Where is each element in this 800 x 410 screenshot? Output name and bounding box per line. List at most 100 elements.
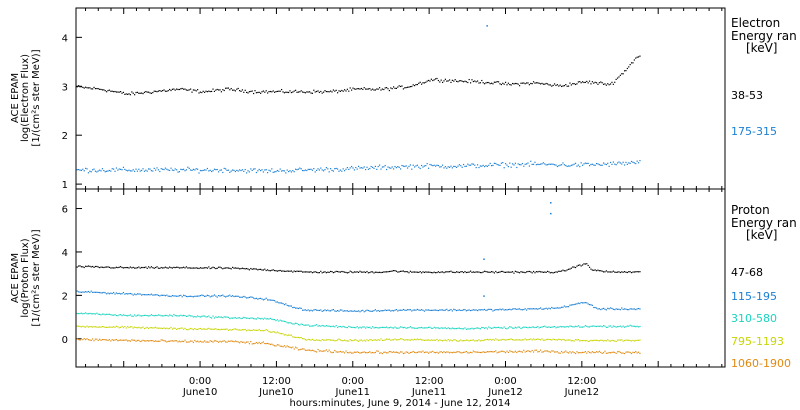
data-point [597,308,599,310]
data-point [503,326,505,328]
data-point [493,81,495,83]
data-point [285,91,287,93]
data-point [413,84,416,87]
data-point [356,326,358,328]
data-point [327,350,329,353]
data-point [395,87,397,89]
data-point [264,91,266,93]
data-point [457,81,459,83]
data-point [336,326,339,329]
data-point [615,271,617,273]
data-point [447,351,449,353]
data-point [562,306,564,308]
data-point [111,326,113,328]
data-point [190,327,192,330]
data-point [464,165,466,168]
data-point [595,351,598,353]
data-point [405,165,407,167]
data-point [525,339,528,341]
data-point [325,167,328,169]
data-point [528,308,530,310]
data-point [447,166,449,168]
data-point [170,314,172,317]
data-point [441,352,444,354]
data-point [202,315,204,317]
data-point [191,295,193,298]
data-point [174,168,176,170]
data-point [520,82,522,84]
data-point [628,325,630,327]
data-point [316,339,318,341]
data-point [125,327,127,329]
data-point [302,309,304,311]
data-point [86,265,88,268]
data-point [159,327,161,329]
data-point [469,164,472,166]
data-point [450,81,452,84]
data-point [78,313,80,315]
data-point [583,302,585,304]
data-point [537,163,539,165]
data-point [248,296,251,298]
data-point [475,309,477,311]
data-point [311,272,314,274]
data-point [597,269,599,271]
data-point [180,88,182,90]
data-point [590,83,592,85]
data-point [285,346,287,348]
data-point [104,171,106,173]
data-point [567,268,570,270]
data-point [413,338,416,340]
data-point [341,326,343,328]
data-point [219,329,221,331]
data-point [139,340,141,343]
data-point [220,328,223,330]
data-point [576,165,578,167]
data-point [248,269,251,271]
data-point [363,87,365,89]
data-point [371,310,374,312]
data-point [471,79,473,81]
data-point [530,308,532,310]
data-point [478,327,480,329]
data-point [226,328,228,330]
data-point [149,315,151,317]
data-point [115,292,118,294]
data-point [416,338,418,340]
data-point [551,339,553,341]
data-point [405,339,407,341]
data-point [541,351,543,353]
data-point [227,295,230,297]
data-point [136,267,139,269]
data-point [546,270,549,273]
data-point [461,352,463,354]
data-point [607,326,609,328]
data-point [318,169,321,171]
data-point [625,351,627,353]
data-point [509,83,511,86]
data-point [104,339,106,341]
data-point [595,339,598,341]
data-point [246,172,248,174]
data-point [80,312,83,314]
data-point [342,168,344,170]
data-point [569,82,571,84]
data-point [360,271,362,273]
data-point [411,85,413,88]
data-point [488,351,490,353]
data-point [422,309,424,311]
data-point [110,292,112,294]
data-point [230,340,232,342]
data-point [356,351,358,353]
data-point [83,338,85,340]
data-point [136,293,139,295]
data-point [616,77,619,79]
data-point [285,172,287,174]
data-point [367,272,369,274]
data-point [378,339,381,341]
data-point [136,91,139,93]
data-point [194,295,196,297]
data-point [591,325,593,327]
data-point [380,89,382,91]
data-point [567,85,570,87]
